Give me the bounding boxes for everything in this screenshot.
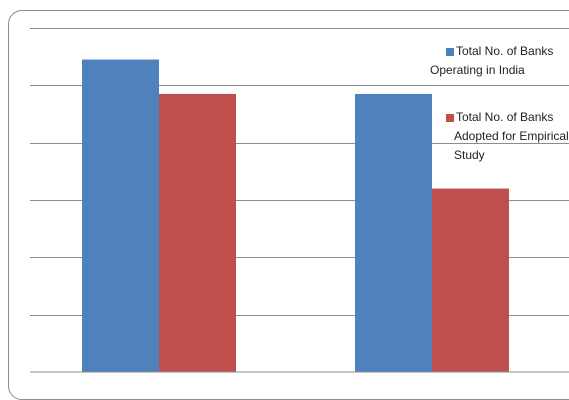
bar-series-1-group-2 bbox=[355, 93, 432, 372]
legend-label-series-1-line-2: Operating in India bbox=[430, 63, 525, 77]
legend-label-series-1: Total No. of Banks Operating in India bbox=[430, 42, 554, 80]
bar-series-2-group-1 bbox=[159, 93, 236, 372]
legend-label-series-2-line-2: Adopted for Empirical bbox=[454, 129, 569, 143]
bar-chart bbox=[30, 28, 569, 373]
bar-series-2-group-2 bbox=[432, 188, 509, 372]
legend-label-series-2: Total No. of Banks Adopted for Empirical… bbox=[454, 108, 569, 165]
bars bbox=[82, 59, 509, 373]
legend-swatch-series-1 bbox=[446, 48, 454, 56]
legend-swatch-series-2 bbox=[446, 114, 454, 122]
bar-series-1-group-1 bbox=[82, 59, 159, 373]
legend-label-series-2-line-3: Study bbox=[454, 148, 485, 162]
legend-label-series-1-line-1: Total No. of Banks bbox=[456, 44, 554, 58]
legend-label-series-2-line-1: Total No. of Banks bbox=[456, 110, 554, 124]
